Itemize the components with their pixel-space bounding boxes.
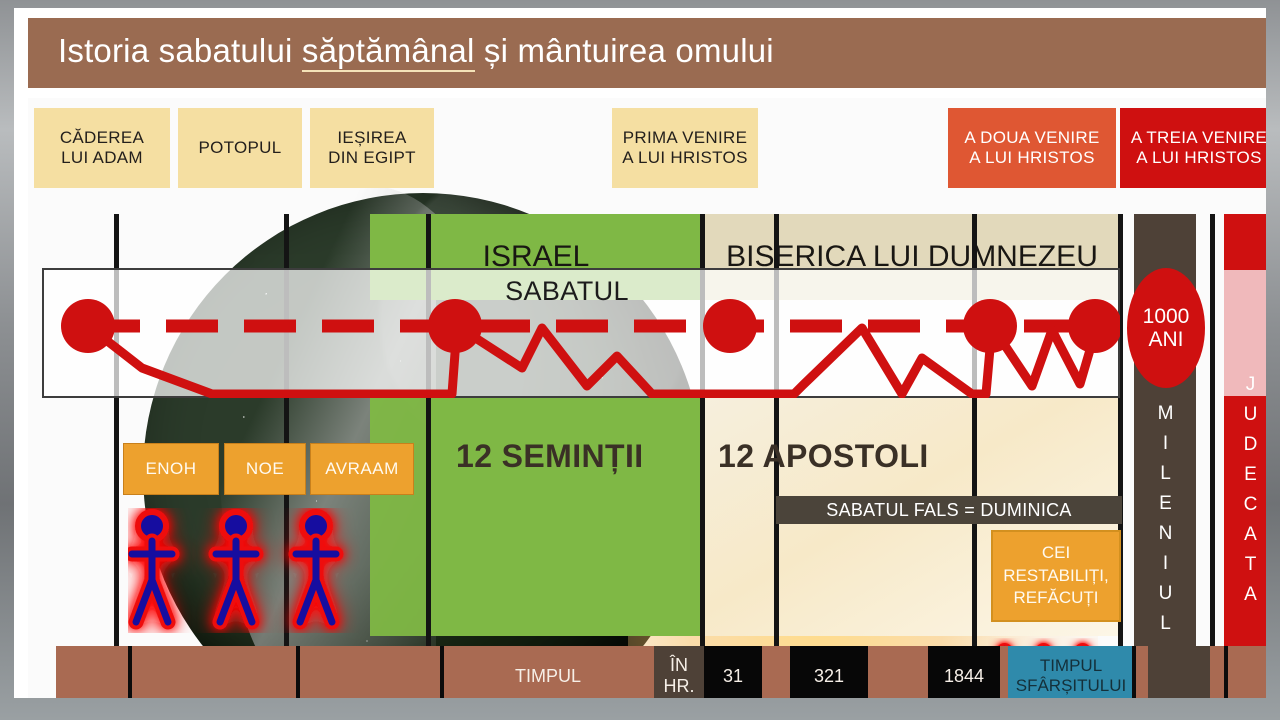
person-icon-1 [132,512,172,622]
patriarch-box-enoh[interactable]: ENOH [123,443,219,495]
timeline-gap-2 [868,646,928,698]
page-title-part-1: Istoria sabatului [58,32,302,69]
judgment-light-block [1224,270,1266,396]
millennium-unit: ANI [1148,328,1184,351]
timeline-gap-4 [1134,646,1148,698]
sabbath-line-chart [61,299,1120,398]
timeline-year-321: 321 [790,646,868,698]
page-title-part-2: și mântuirea omului [474,32,774,69]
timeline-segment-in-hr: ÎN HR. [654,646,704,698]
millennium-count: 1000 [1142,304,1190,328]
timeline-divider-1 [128,646,132,698]
event-box-a-doua-venire[interactable]: A DOUA VENIRE A LUI HRISTOS [948,108,1116,188]
sabbath-dot-1844 [963,299,1017,353]
timeline-divider-4 [1132,646,1136,698]
event-box-iesirea-din-egipt[interactable]: IEȘIREA DIN EGIPT [310,108,434,188]
page-title: Istoria sabatului săptămânal și mântuire… [58,32,774,72]
event-atreia-line-1: A TREIA VENIRE [1130,128,1266,148]
millennium-vertical-label: MILENIUL [1155,403,1176,643]
marker-prima-venire [700,214,705,646]
timeline-segment-judgment [1238,646,1266,698]
person-icon-2 [216,512,256,622]
slide-title-bar: Istoria sabatului săptămânal și mântuire… [28,18,1266,88]
timeline-segment-pre-flood [56,646,130,698]
event-iesirea-line-1: IEȘIREA [337,128,407,148]
restored-line-3: REFĂCUȚI [1013,588,1099,608]
timeline-segment-millennium [1148,646,1210,698]
event-box-prima-venire[interactable]: PRIMA VENIRE A LUI HRISTOS [612,108,758,188]
timeline-divider-3 [440,646,444,698]
era-body-12-seminții: 12 SEMINȚII [456,438,644,474]
end-time-line-2: SFÂRȘITULUI [1015,676,1127,695]
timeline-year-1844: 1844 [928,646,1000,698]
diagram-canvas: ISRAEL BISERICA LUI DUMNEZEU SABATUL [28,98,1266,698]
event-iesirea-line-2: DIN EGIPT [328,148,416,167]
restored-line-1: CEI [1041,542,1071,562]
timeline-gap-3 [1000,646,1008,698]
timeline-segment-timpul: TIMPUL [442,646,654,698]
patriarch-box-noe[interactable]: NOE [224,443,306,495]
timeline-segment-end-time: TIMPUL SFÂRȘITULUI [1008,646,1134,698]
marker-31 [774,214,779,646]
timeline-year-31: 31 [704,646,762,698]
judgment-vertical-label: JUDECATA [1240,374,1261,614]
actual-sabbath-polyline [83,321,1102,398]
timeline-segment-antediluvian [130,646,298,698]
event-caderea-line-1: CĂDEREA [59,128,145,148]
event-box-potopul[interactable]: POTOPUL [178,108,302,188]
marker-caderea [114,214,119,646]
false-sabbath-bar: SABATUL FALS = DUMINICA [776,496,1122,524]
millennium-1000-years-badge: 1000 ANI [1127,268,1205,388]
timeline-bottom-bar: TIMPUL ÎN HR. 31 321 1844 TIMPUL SFÂRȘIT… [42,646,1266,698]
event-prima-line-1: PRIMA VENIRE [622,128,748,148]
era-body-12-apostoli: 12 APOSTOLI [718,438,929,474]
person-icon-3 [296,512,336,622]
sabbath-chart-title: SABATUL [505,276,629,306]
timeline-segment-patriarchs [298,646,442,698]
marker-iesirea [426,214,431,646]
event-prima-line-2: A LUI HRISTOS [622,148,748,167]
sabbath-dot-second-coming [1068,299,1120,353]
event-adoua-line-2: A LUI HRISTOS [969,148,1095,167]
marker-millennium-start [1118,214,1123,646]
marker-a-treia-venire [1210,214,1215,646]
in-hr-line-2: HR. [663,676,695,696]
marker-potopul [284,214,289,646]
timeline-divider-5 [1224,646,1228,698]
era-label-israel: ISRAEL [482,240,590,273]
era-label-church: BISERICA LUI DUMNEZEU [726,240,1098,273]
israel-body-band [428,396,702,636]
restored-line-2: RESTABILIȚI, [1003,565,1109,585]
marker-a-doua-venire [972,214,977,646]
sabbath-dot-exodus [428,299,482,353]
sabbath-dot-christ [703,299,757,353]
event-caderea-line-2: LUI ADAM [61,148,143,167]
timeline-divider-2 [296,646,300,698]
sabbath-dot-creation [61,299,115,353]
slide-canvas: Istoria sabatului săptămânal și mântuire… [14,8,1266,698]
event-adoua-line-1: A DOUA VENIRE [964,128,1100,148]
page-title-underlined: săptămânal [301,32,475,72]
patriarch-box-avraam[interactable]: AVRAAM [310,443,414,495]
israel-body-strip [370,396,428,636]
stick-figure-group-patriarchs [128,508,378,633]
event-atreia-line-2: A LUI HRISTOS [1136,148,1262,167]
restored-group-box[interactable]: CEI RESTABILIȚI, REFĂCUȚI [991,530,1121,622]
event-box-caderea-lui-adam[interactable]: CĂDEREA LUI ADAM [34,108,170,188]
timeline-gap-1 [762,646,790,698]
end-time-line-1: TIMPUL [1039,656,1103,676]
event-box-a-treia-venire[interactable]: A TREIA VENIRE A LUI HRISTOS [1120,108,1266,188]
in-hr-line-1: ÎN [670,655,688,676]
